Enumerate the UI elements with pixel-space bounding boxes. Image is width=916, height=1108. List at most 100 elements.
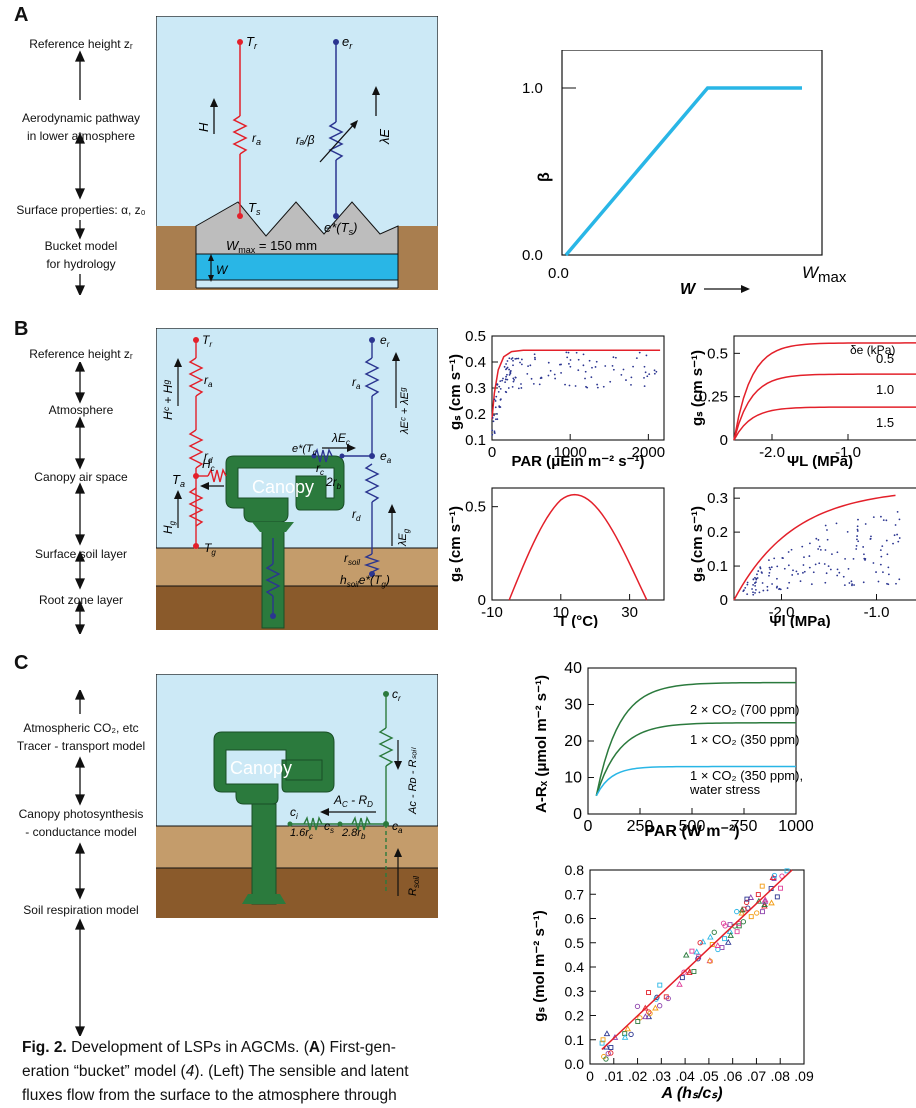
x-tick-label: .01 [604, 1068, 624, 1084]
gs-psil-leaf-point [887, 583, 890, 586]
gs-psil-leaf-point [879, 549, 882, 552]
gs-psil-leaf-point [812, 571, 815, 574]
gs-psil-leaf-point [803, 570, 806, 573]
gs-a-point [682, 951, 690, 958]
b-label-ra-left: ra [204, 373, 213, 389]
gs-par-point [645, 354, 648, 357]
gs-par-point [586, 386, 589, 389]
gs-psil-leaf-point [752, 593, 755, 596]
gs-a-xlabel: A (hₛ/cₛ) [660, 1085, 722, 1102]
gs-par-point [574, 385, 577, 387]
gs-par-point [491, 429, 494, 432]
side-arrows-a [74, 50, 86, 295]
panel-letter-b: B [14, 318, 29, 340]
y-tick-label: 0.7 [565, 886, 585, 902]
gs-psil-leaf-point [875, 571, 877, 573]
gs-par-point [538, 383, 541, 386]
beta-vs-w-chart: β 1.0 0.0 0.0 Wmax W [522, 50, 847, 298]
gs-par-point [502, 377, 504, 380]
gs-par-ylabel: gₛ (cm s⁻¹) [447, 354, 464, 430]
gs-psil-leaf-point [752, 578, 755, 581]
gs-psil-leaf-point [895, 582, 897, 585]
gs-psil-leaf-point [790, 548, 793, 551]
gs-psil-leaf-point [766, 589, 769, 592]
gs-psil-leaf-point [844, 557, 846, 560]
gs-par-point [534, 356, 536, 359]
side-label-bucket-1: Bucket model [44, 239, 118, 253]
gs-psil-leaf-point [856, 538, 858, 541]
gs-psil-leaf-point [862, 546, 865, 548]
gs-psil-leaf-point [855, 544, 858, 547]
x-tick-label: 1000 [778, 818, 814, 835]
gs-psil-leaf-point [762, 589, 765, 592]
gs-psil-leaf-point [856, 528, 859, 531]
label-ts: Ts [248, 200, 261, 217]
gs-psil-leaf-point [857, 518, 859, 521]
b-label-lambda-sum: λEᶜ + λEᵍ [399, 387, 411, 435]
gs-a-point [634, 1003, 641, 1010]
gs-par-point [506, 360, 509, 362]
gs-par-point [505, 391, 508, 394]
c-label-ca: ca [392, 819, 403, 835]
gs-par-point [564, 383, 566, 386]
gs-par-point [534, 358, 536, 361]
y-tick-label: 40 [564, 660, 582, 677]
gs-psil-leaf-point [760, 571, 763, 574]
gs-psil-leaf-point [746, 593, 749, 596]
x-tick-label: -2.0 [759, 444, 785, 461]
gs-a-point [706, 957, 714, 964]
gs-a-point [727, 931, 734, 938]
x-tick-label: 750 [731, 818, 758, 835]
gs-par-point [643, 365, 646, 368]
gs-par-point [526, 373, 529, 375]
gs-psil-leaf-point [898, 537, 901, 539]
gs-psil-leaf-point [887, 573, 890, 576]
side-label-tracer: Tracer - transport model [16, 739, 146, 753]
gs-psil-leaf-point [853, 584, 855, 586]
gs-par-point [495, 418, 497, 421]
x-tick-label: -10 [481, 604, 503, 621]
gs-psil-leaf-point [742, 590, 745, 593]
side-label-soil-resp: Soil respiration model [23, 903, 139, 917]
gs-psil-leaf-point [744, 587, 747, 589]
y-tick-label: 0 [478, 592, 486, 609]
gs-psil-leaf-point [771, 583, 773, 585]
gs-psil-leaf-point [836, 568, 839, 571]
gs-par-point [504, 381, 507, 384]
gs-psil-leaf-point [776, 585, 779, 588]
gs-a-point [599, 1040, 605, 1046]
y-tick-label: 20 [564, 733, 582, 750]
side-label-atmosphere: Atmosphere [48, 403, 114, 417]
gs-psil-leaf-point [755, 577, 758, 580]
gs-par-point [553, 373, 556, 376]
gs-par-point [515, 357, 518, 360]
gs-par-point [508, 374, 511, 376]
gs-par-point [609, 380, 612, 383]
gs-psil-leaf-point [795, 570, 798, 573]
x-tick-label: .08 [770, 1068, 790, 1084]
gs-par-point [533, 353, 536, 356]
gs-a-point [748, 914, 754, 920]
gs-par-point [505, 375, 507, 378]
gs-par-point [493, 414, 495, 417]
gs-vs-a-chart: 0 .01.02.03.04.05.06.07.08.09 0.0 0.1 0.2 0.3… [531, 862, 814, 1102]
gs-psil-leaf-point [869, 537, 872, 540]
gs-psil-leaf-point [783, 567, 786, 570]
gs-par-point [501, 379, 504, 382]
gs-par-point [566, 356, 569, 359]
b-label-ea: ea [380, 449, 392, 465]
gs-a-point [714, 942, 722, 948]
gs-a-point [608, 1050, 614, 1056]
gs-par-point [560, 372, 562, 374]
gs-par-point [506, 378, 509, 381]
gs-par-point [584, 370, 587, 373]
gs-par-point [630, 376, 633, 379]
b-label-rc: rc [316, 461, 324, 477]
y-tick-label: 0.5 [465, 328, 486, 345]
gs-a-point [709, 942, 715, 947]
gs-par-point [491, 433, 494, 436]
canopy-model-diagram: Canopy Tr ra rd Ta Tg Hc Hᶜ + Hᵍ Hg er r… [156, 328, 438, 630]
gs-par-point [643, 385, 646, 388]
x-tick-label: .06 [723, 1068, 743, 1084]
gs-psil-leaf-point [799, 580, 802, 583]
